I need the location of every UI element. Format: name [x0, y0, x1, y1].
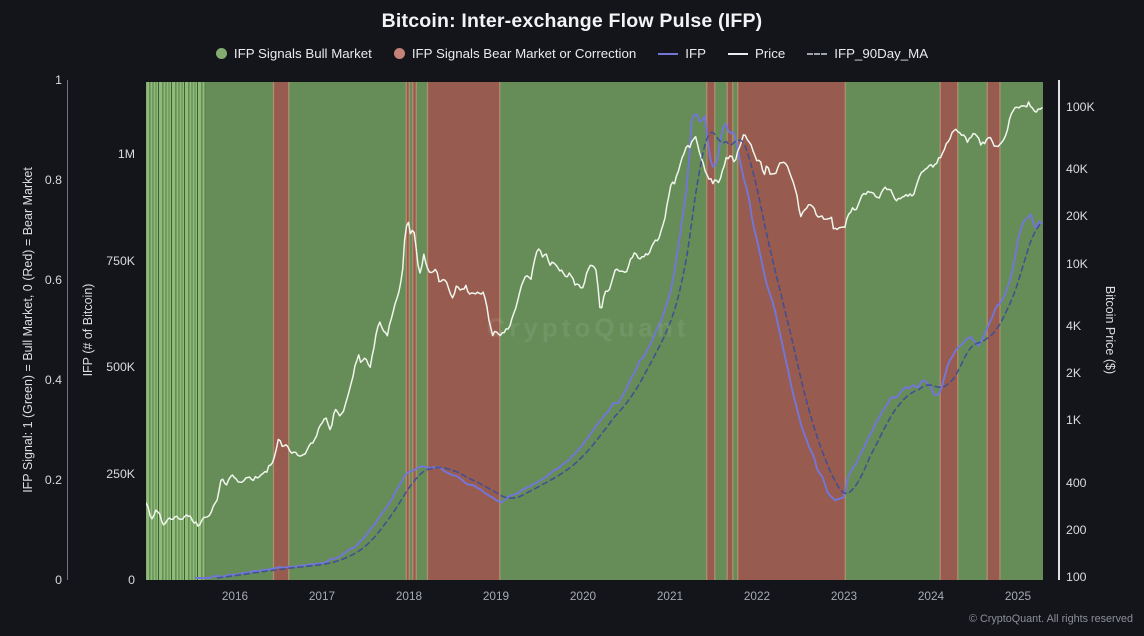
price-axis-line: [1058, 80, 1060, 580]
ifp-line-swatch-icon: [658, 52, 679, 55]
x-axis-tick: 2021: [656, 589, 684, 603]
price-line-swatch-icon: [727, 52, 748, 55]
legend-label-ifp: IFP: [685, 46, 706, 61]
price-axis-tick: 2K: [1066, 366, 1082, 381]
price-axis-tick: 40K: [1066, 162, 1088, 177]
price-axis-tick: 4K: [1066, 318, 1082, 333]
signal-axis-tick: 0: [55, 573, 62, 587]
price-axis-tick: 1K: [1066, 413, 1082, 428]
legend-item-ifp[interactable]: IFP: [658, 46, 706, 61]
bear-market-dot-icon: [393, 48, 405, 59]
x-axis-tick: 2016: [221, 589, 249, 603]
price-axis-tick: 200: [1066, 522, 1087, 537]
signal-axis-tick: 0.2: [44, 473, 62, 487]
chart-plot-area[interactable]: [146, 82, 1043, 580]
signal-axis-tick: 0.8: [44, 173, 62, 187]
price-axis-tick: 400: [1066, 475, 1087, 490]
ma-dashed-swatch-icon: [807, 52, 828, 55]
legend-label-ma: IFP_90Day_MA: [834, 46, 929, 61]
ifp-axis-tick: 750K: [106, 253, 135, 268]
legend-label-bull: IFP Signals Bull Market: [233, 46, 372, 61]
bull-market-dot-icon: [215, 48, 227, 59]
x-axis-tick: 2018: [395, 589, 423, 603]
price-axis-tick: 20K: [1066, 209, 1088, 224]
legend-label-bear: IFP Signals Bear Market or Correction: [411, 46, 637, 61]
ifp-signal-axis-label: IFP Signal: 1 (Green) = Bull Market, 0 (…: [21, 167, 35, 493]
x-axis-tick: 2020: [569, 589, 597, 603]
x-axis-tick: 2022: [743, 589, 771, 603]
signal-axis-line: [67, 80, 68, 580]
ifp-axis-tick: 250K: [106, 466, 135, 481]
legend: IFP Signals Bull Market IFP Signals Bear …: [0, 46, 1144, 61]
legend-item-ma[interactable]: IFP_90Day_MA: [807, 46, 928, 61]
chart-title: Bitcoin: Inter-exchange Flow Pulse (IFP): [381, 10, 763, 32]
price-axis-tick: 100: [1066, 570, 1087, 584]
x-axis-tick: 2019: [482, 589, 510, 603]
price-axis-tick: 100K: [1066, 99, 1095, 114]
legend-label-price: Price: [754, 46, 786, 61]
legend-item-bear[interactable]: IFP Signals Bear Market or Correction: [393, 46, 637, 61]
ifp-axis-tick: 0: [128, 573, 135, 587]
legend-item-price[interactable]: Price: [727, 46, 786, 61]
signal-axis-tick: 0.6: [44, 273, 62, 287]
x-axis-tick: 2023: [830, 589, 858, 603]
x-axis-tick: 2025: [1004, 589, 1032, 603]
x-axis-tick: 2017: [308, 589, 336, 603]
copyright-text: © CryptoQuant. All rights reserved: [969, 613, 1133, 625]
x-axis-tick: 2024: [917, 589, 945, 603]
ifp-axis-tick: 500K: [106, 360, 135, 374]
ifp-axis-tick: 1M: [117, 147, 135, 161]
price-axis-label: Bitcoin Price ($): [1103, 285, 1117, 375]
legend-item-bull[interactable]: IFP Signals Bull Market: [215, 46, 372, 61]
signal-axis-tick: 1: [55, 73, 62, 87]
signal-axis-tick: 0.4: [44, 373, 62, 387]
price-axis-tick: 10K: [1066, 256, 1088, 271]
